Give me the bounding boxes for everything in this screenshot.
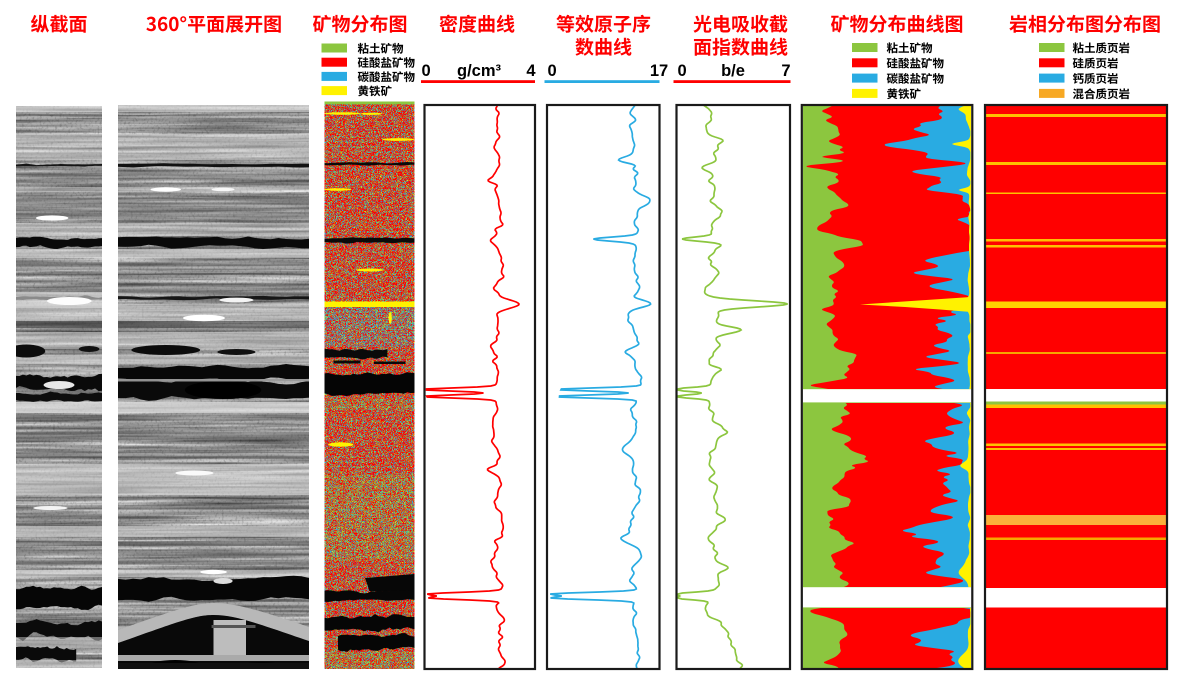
svg-text:b/e: b/e — [721, 62, 745, 80]
svg-text:7: 7 — [781, 62, 790, 80]
svg-text:0: 0 — [548, 62, 557, 80]
svg-text:0: 0 — [678, 62, 687, 80]
svg-text:4: 4 — [526, 62, 536, 80]
svg-text:0: 0 — [422, 62, 431, 80]
svg-text:17: 17 — [650, 62, 668, 80]
svg-text:g/cm³: g/cm³ — [457, 62, 502, 80]
